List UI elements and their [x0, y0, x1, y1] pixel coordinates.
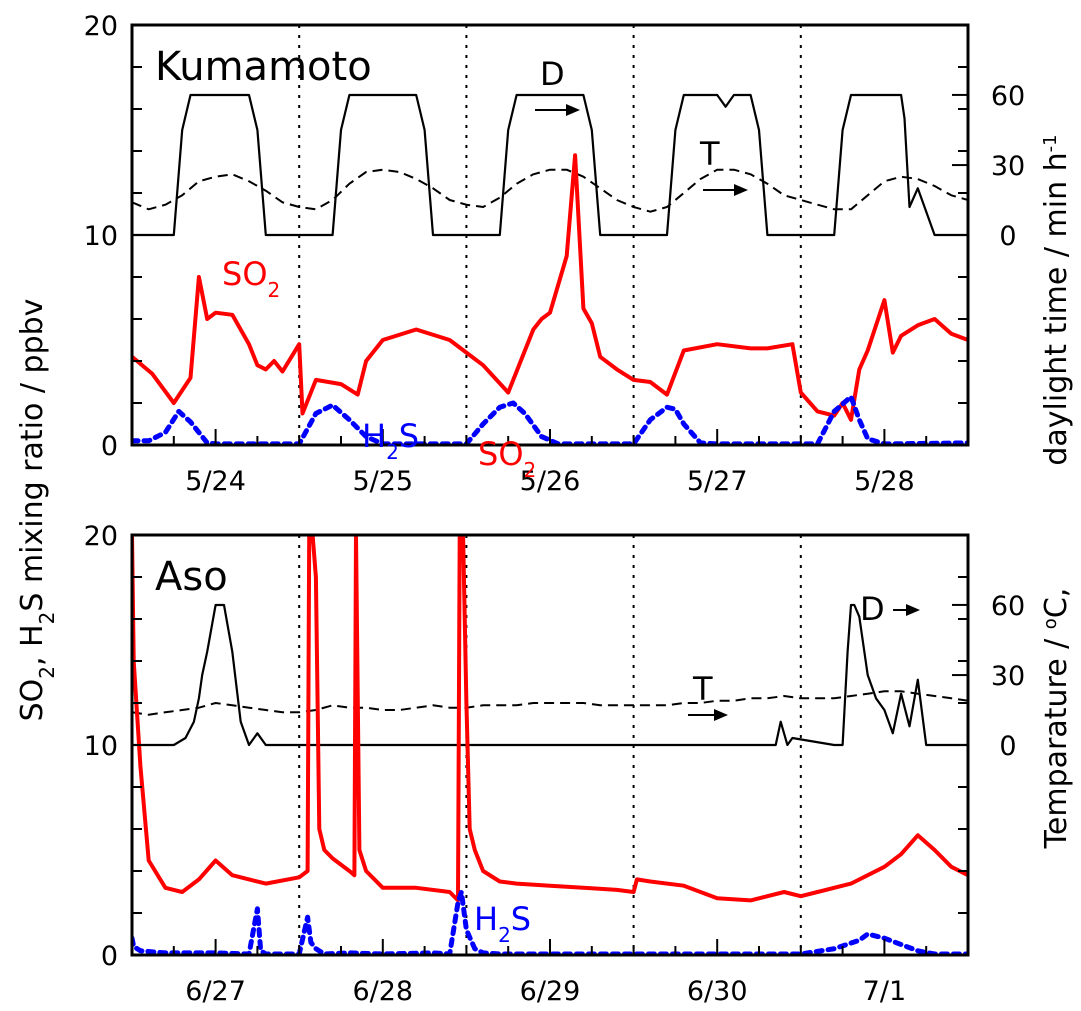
- series-line-h2s: [132, 394, 968, 445]
- left-tick-label: 20: [84, 11, 118, 42]
- right-axis-title-temperature: Temparature / oC,: [1039, 588, 1074, 850]
- right-axis-title-daylight: daylight time / min h-1: [1039, 134, 1074, 465]
- h2s-label: H2S: [362, 417, 419, 464]
- series-line-t: [132, 168, 968, 213]
- daylight-label: D: [540, 55, 565, 93]
- left-axis-title: SO2, H2S mixing ratio / ppbv: [15, 299, 59, 722]
- x-tick-label: 6/28: [352, 976, 413, 1007]
- panel-aso: 0 10 20 0 30 60 6/27 6/28 6/29 6/30 7/1 Aso SO2 H2S D T: [84, 435, 1026, 1007]
- left-tick-label: 10: [84, 221, 118, 252]
- right-tick-label: 0: [999, 221, 1016, 252]
- series-line-h2s: [132, 889, 968, 955]
- temperature-label: T: [699, 135, 720, 173]
- daylight-arrowhead: [566, 104, 580, 116]
- temperature-arrowhead: [714, 709, 728, 721]
- x-tick-label: 6/27: [185, 976, 246, 1007]
- x-tick-label: 5/28: [854, 466, 915, 497]
- series-line-so2: [132, 535, 968, 903]
- x-tick-label: 5/26: [520, 466, 581, 497]
- series-line-d: [132, 93, 968, 237]
- x-tick-label: 5/24: [185, 466, 246, 497]
- panel-kumamoto: 0 10 20 0 30 60 5/24 5/25 5/26 5/27 5/28 Kumamoto SO…: [84, 11, 1026, 497]
- x-tick-label: 7/1: [863, 976, 906, 1007]
- right-tick-label: 30: [991, 151, 1025, 182]
- left-tick-label: 0: [101, 431, 118, 462]
- so2-label: SO2: [478, 435, 536, 482]
- so2-label: SO2: [222, 255, 280, 302]
- site-label: Kumamoto: [155, 44, 372, 90]
- right-tick-label: 60: [991, 81, 1025, 112]
- x-tick-label: 5/25: [352, 466, 413, 497]
- temperature-arrowhead: [734, 184, 748, 196]
- daylight-arrowhead: [906, 604, 920, 616]
- temperature-label: T: [692, 670, 713, 708]
- site-label: Aso: [155, 554, 228, 600]
- right-tick-label: 30: [991, 661, 1025, 692]
- left-tick-label: 10: [84, 731, 118, 762]
- left-tick-label: 20: [84, 521, 118, 552]
- right-tick-label: 0: [999, 731, 1016, 762]
- series-line-d: [132, 603, 968, 747]
- x-tick-label: 6/30: [687, 976, 748, 1007]
- left-tick-label: 0: [101, 941, 118, 972]
- series-line-t: [132, 690, 968, 716]
- x-tick-label: 6/29: [520, 976, 581, 1007]
- x-tick-label: 5/27: [687, 466, 748, 497]
- right-tick-label: 60: [991, 591, 1025, 622]
- daylight-label: D: [860, 590, 885, 628]
- series-line-so2: [132, 153, 968, 422]
- h2s-label: H2S: [474, 900, 531, 947]
